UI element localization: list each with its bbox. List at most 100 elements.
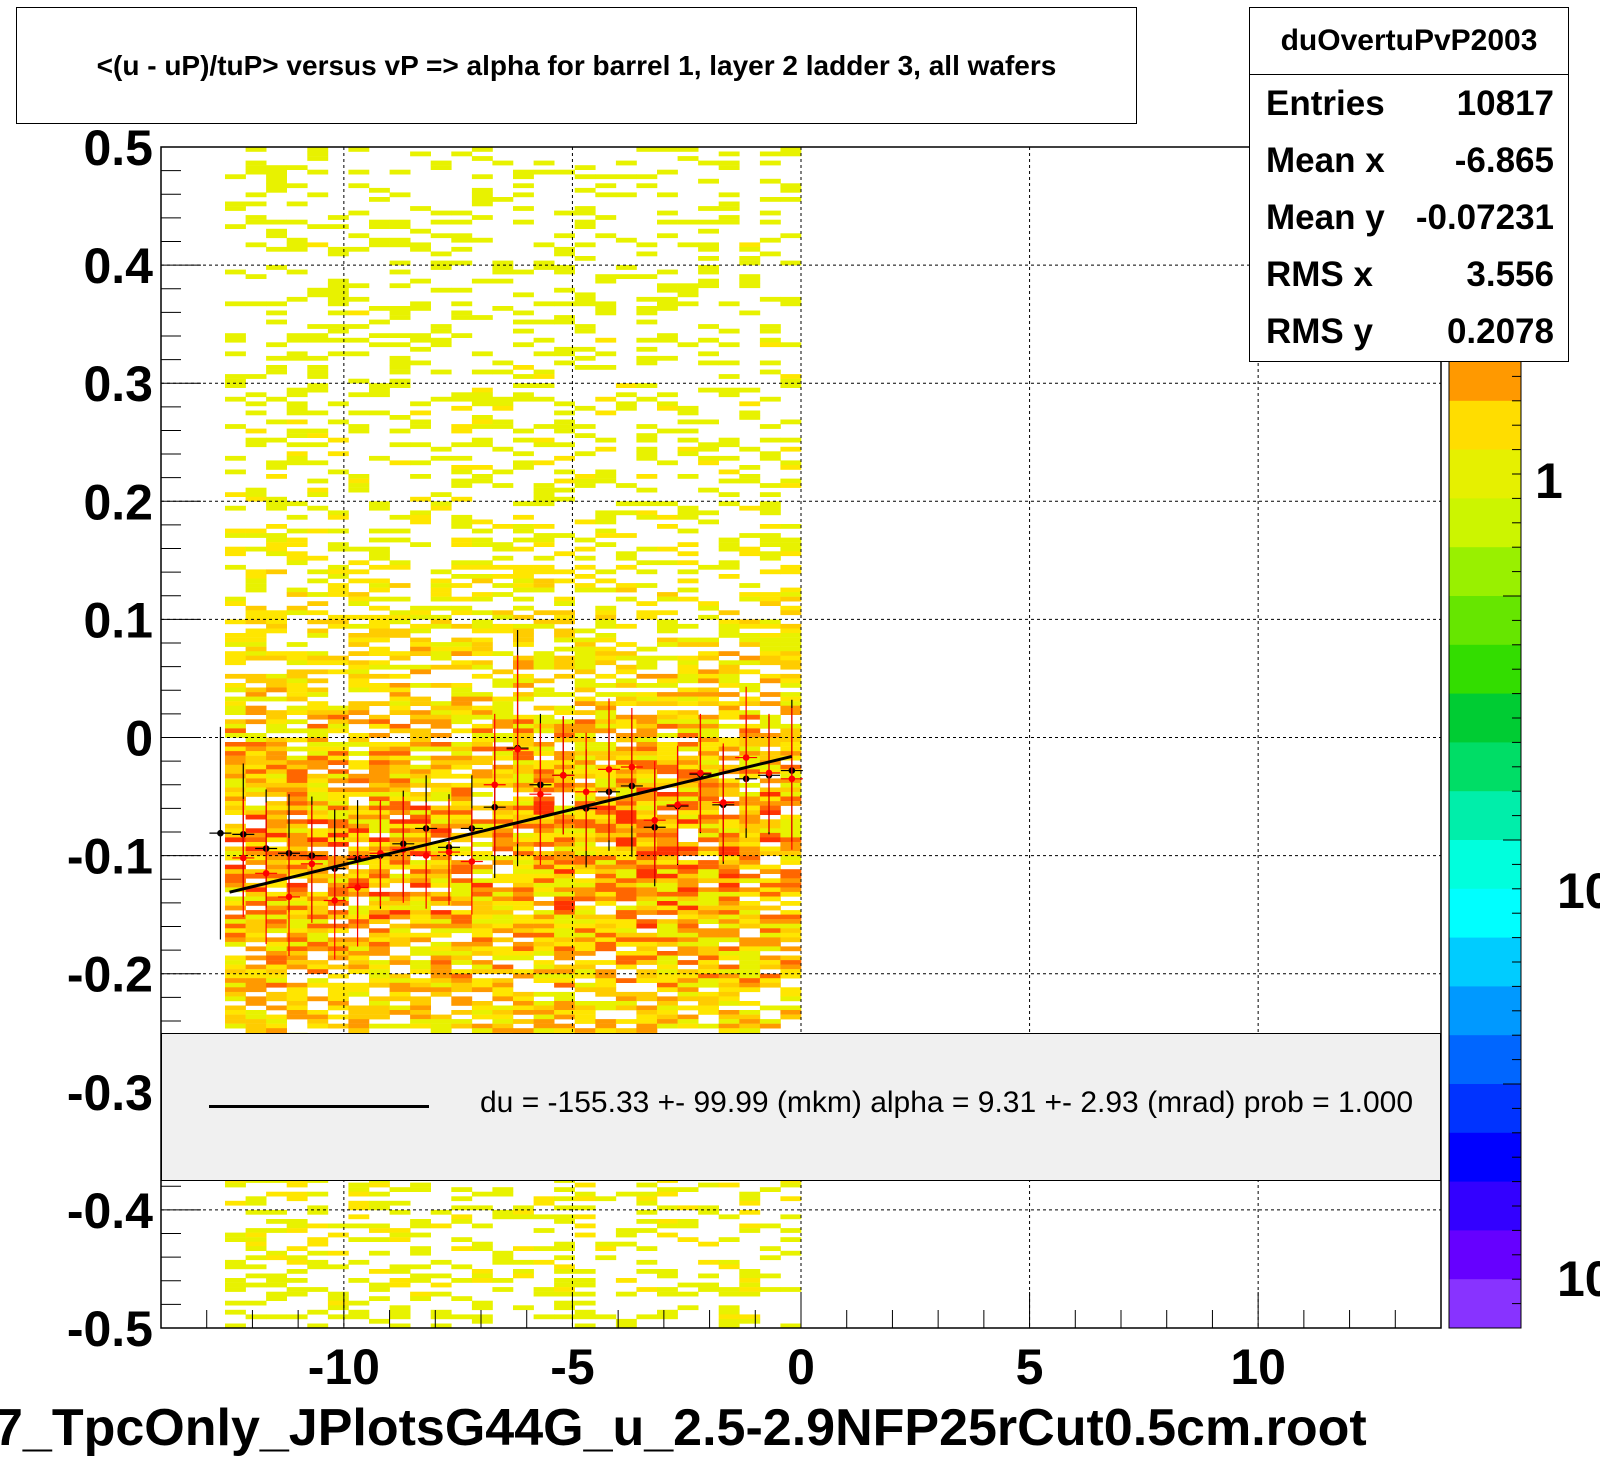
heatmap-cell [780, 537, 802, 543]
heatmap-cell [657, 746, 678, 752]
heatmap-cell [471, 714, 493, 720]
heatmap-cell [266, 369, 287, 375]
heatmap-cell [492, 860, 514, 865]
heatmap-cell [554, 655, 575, 661]
heatmap-cell [389, 755, 411, 761]
heatmap-cell [430, 210, 452, 216]
heatmap-cell [471, 937, 493, 943]
heatmap-cell [471, 1305, 493, 1311]
heatmap-cell [451, 973, 473, 979]
heatmap-cell [307, 555, 329, 561]
heatmap-cell [307, 796, 329, 802]
heatmap-cell [739, 596, 761, 602]
heatmap-cell [451, 869, 473, 874]
heatmap-cell [225, 687, 246, 693]
heatmap-cell [471, 941, 493, 947]
heatmap-cell [225, 351, 246, 357]
heatmap-cell [780, 792, 802, 797]
heatmap-cell [369, 801, 390, 806]
heatmap-cell [533, 319, 555, 325]
heatmap-cell [698, 991, 719, 997]
heatmap-cell [574, 1010, 596, 1015]
heatmap-cell [739, 860, 761, 865]
heatmap-cell [327, 419, 349, 425]
heatmap-cell [286, 946, 308, 952]
heatmap-cell [780, 596, 802, 602]
heatmap-cell [595, 192, 617, 198]
heatmap-cell [759, 537, 781, 543]
heatmap-cell [698, 896, 719, 902]
heatmap-cell [533, 664, 555, 670]
heatmap-cell [718, 919, 740, 924]
heatmap-cell [780, 910, 802, 915]
heatmap-cell [574, 914, 596, 920]
heatmap-cell [389, 378, 411, 384]
heatmap-cell [677, 642, 699, 647]
heatmap-cell [533, 705, 555, 711]
heatmap-cell [759, 755, 781, 761]
heatmap-cell [492, 955, 514, 961]
heatmap-cell [780, 260, 802, 266]
heatmap-cell [574, 982, 596, 988]
palette-band [1449, 1279, 1521, 1329]
heatmap-cell [677, 851, 699, 856]
heatmap-cell [677, 819, 699, 825]
heatmap-cell [698, 964, 719, 970]
heatmap-cell [615, 692, 637, 697]
heatmap-cell [492, 1019, 514, 1024]
heatmap-cell [451, 496, 473, 502]
heatmap-cell [615, 174, 637, 180]
heatmap-cell [348, 869, 370, 874]
heatmap-cell [615, 623, 637, 629]
heatmap-cell [430, 446, 452, 452]
heatmap-cell [225, 905, 246, 911]
heatmap-cell [225, 337, 246, 343]
heatmap-cell [677, 887, 699, 893]
heatmap-cell [554, 951, 575, 956]
heatmap-cell [657, 891, 678, 897]
heatmap-cell [369, 941, 390, 947]
heatmap-cell [739, 687, 761, 693]
heatmap-cell [307, 1259, 329, 1265]
heatmap-cell [389, 283, 411, 289]
heatmap-cell [513, 637, 534, 643]
heatmap-cell [780, 846, 802, 852]
heatmap-cell [471, 923, 493, 929]
heatmap-cell [739, 855, 761, 861]
heatmap-cell [657, 955, 678, 961]
heatmap-cell [286, 514, 308, 520]
heatmap-cell [718, 896, 740, 902]
heatmap-cell [677, 569, 699, 575]
heatmap-cell [657, 905, 678, 911]
heatmap-cell [389, 1209, 411, 1215]
heatmap-cell [266, 760, 287, 765]
heatmap-cell [718, 387, 740, 393]
heatmap-cell [369, 1023, 390, 1029]
heatmap-cell [533, 991, 555, 997]
heatmap-cell [245, 773, 267, 779]
heatmap-cell [471, 932, 493, 938]
heatmap-cell [430, 792, 452, 797]
heatmap-cell [369, 773, 390, 779]
palette-band [1449, 498, 1521, 548]
heatmap-cell [245, 619, 267, 625]
heatmap-cell [554, 823, 575, 829]
heatmap-cell [307, 287, 329, 293]
heatmap-cell [389, 664, 411, 670]
heatmap-cell [286, 669, 308, 675]
heatmap-cell [574, 891, 596, 897]
heatmap-cell [554, 1028, 575, 1033]
heatmap-cell [657, 932, 678, 938]
palette-band [1449, 1181, 1521, 1231]
heatmap-cell [554, 673, 575, 679]
heatmap-cell [245, 982, 267, 988]
heatmap-cell [471, 769, 493, 775]
heatmap-cell [266, 165, 287, 170]
heatmap-cell [492, 832, 514, 838]
heatmap-cell [327, 623, 349, 629]
heatmap-cell [533, 687, 555, 693]
heatmap-cell [348, 1309, 370, 1315]
heatmap-cell [348, 814, 370, 820]
heatmap-cell [554, 869, 575, 874]
heatmap-cell [677, 678, 699, 684]
